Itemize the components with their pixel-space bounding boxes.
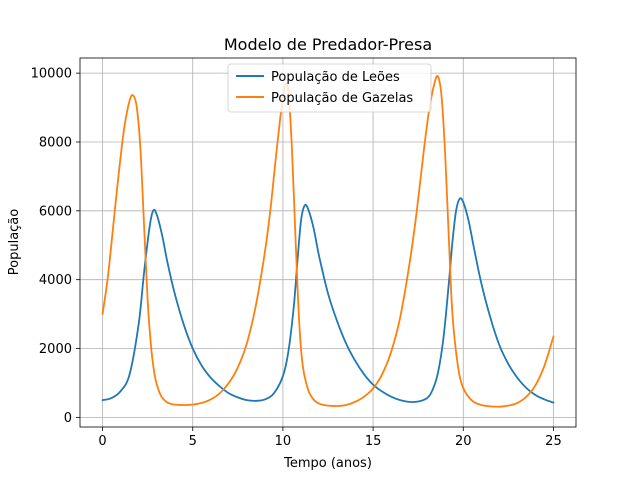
y-tick-label: 4000 [39, 273, 72, 288]
legend-label-gazelas: População de Gazelas [271, 91, 413, 106]
chart-title: Modelo de Predador-Presa [224, 35, 432, 54]
series-line-gazelas [101, 74, 555, 408]
x-axis-ticks: 0 5 10 15 20 25 [98, 427, 562, 449]
series-lines [101, 74, 555, 408]
y-tick-label: 6000 [39, 204, 72, 219]
series-line-leoes [101, 197, 555, 404]
y-tick-label: 0 [64, 411, 72, 426]
legend-box [227, 63, 432, 113]
y-axis-label: População [7, 209, 22, 276]
x-tick-label: 10 [275, 434, 292, 449]
y-tick-label: 8000 [39, 135, 72, 150]
x-tick-label: 15 [365, 434, 382, 449]
grid [80, 58, 576, 427]
x-axis-label: Tempo (anos) [283, 456, 372, 471]
y-tick-label: 10000 [31, 67, 72, 82]
y-tick-label: 2000 [39, 342, 72, 357]
x-tick-label: 25 [545, 434, 562, 449]
x-tick-label: 5 [189, 434, 197, 449]
x-tick-label: 20 [455, 434, 472, 449]
legend-label-leoes: População de Leões [271, 70, 400, 85]
legend: População de Leões População de Gazelas [227, 63, 432, 113]
plot-frame [79, 57, 577, 428]
y-axis-ticks: 0 2000 4000 6000 8000 10000 [31, 67, 80, 426]
x-tick-label: 0 [98, 434, 106, 449]
